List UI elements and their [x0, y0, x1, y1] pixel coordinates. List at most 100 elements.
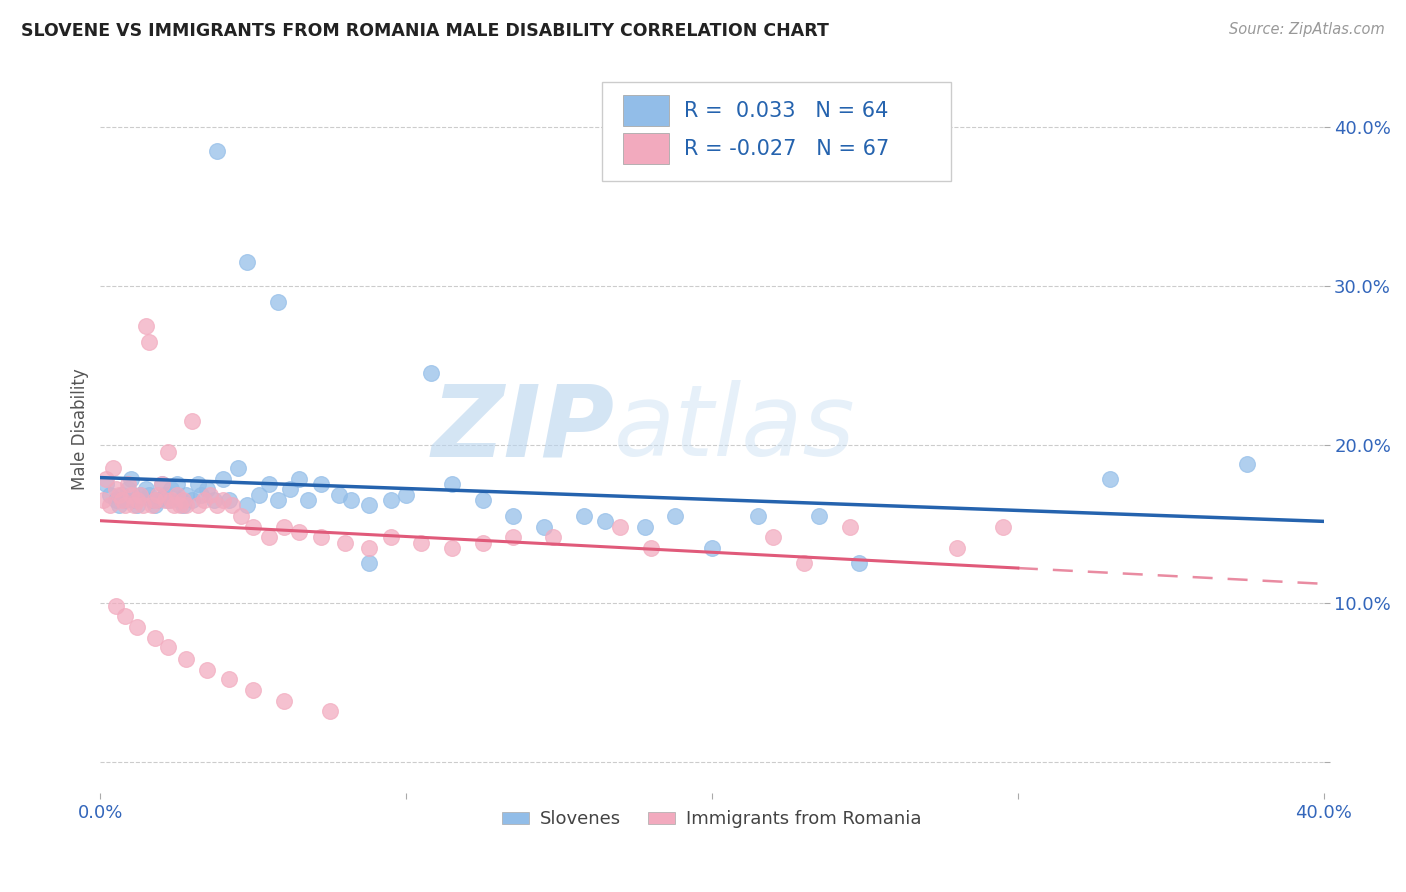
Point	[205, 145, 228, 159]
Point	[169, 493, 191, 508]
Point	[107, 488, 129, 502]
Point	[359, 541, 381, 555]
Point	[172, 493, 194, 508]
Point	[148, 493, 170, 508]
Point	[793, 557, 815, 571]
Point	[117, 477, 139, 491]
Point	[145, 493, 167, 508]
Point	[609, 520, 631, 534]
Point	[181, 493, 204, 508]
Point	[211, 493, 233, 508]
Point	[945, 541, 967, 555]
Point	[267, 493, 290, 508]
Point	[242, 683, 264, 698]
Point	[148, 488, 170, 502]
Point	[169, 498, 191, 512]
Point	[197, 482, 219, 496]
Point	[129, 488, 152, 502]
FancyBboxPatch shape	[623, 95, 669, 126]
Point	[156, 493, 179, 508]
Point	[218, 493, 240, 508]
Point	[572, 508, 595, 523]
Point	[153, 493, 176, 508]
Point	[132, 498, 155, 512]
Point	[221, 498, 243, 512]
Point	[267, 294, 290, 309]
Point	[141, 498, 163, 512]
Point	[96, 477, 118, 491]
Point	[190, 488, 212, 502]
Point	[166, 477, 188, 491]
Point	[107, 498, 129, 512]
Point	[640, 541, 662, 555]
Point	[114, 608, 136, 623]
Point	[181, 414, 204, 428]
Point	[288, 524, 311, 539]
Point	[257, 477, 280, 491]
Point	[380, 493, 402, 508]
Point	[441, 541, 464, 555]
Point	[114, 498, 136, 512]
Point	[96, 472, 118, 486]
Point	[187, 498, 209, 512]
Point	[273, 694, 295, 708]
Text: Source: ZipAtlas.com: Source: ZipAtlas.com	[1229, 22, 1385, 37]
Point	[145, 498, 167, 512]
Point	[991, 520, 1014, 534]
Point	[297, 493, 319, 508]
Point	[122, 493, 145, 508]
Point	[395, 488, 418, 502]
Point	[808, 508, 831, 523]
Point	[104, 482, 127, 496]
Point	[166, 488, 188, 502]
Point	[411, 536, 433, 550]
Point	[471, 493, 494, 508]
Point	[471, 536, 494, 550]
Point	[150, 477, 173, 491]
Point	[309, 529, 332, 543]
Point	[135, 318, 157, 333]
Legend: Slovenes, Immigrants from Romania: Slovenes, Immigrants from Romania	[495, 803, 929, 836]
Point	[200, 488, 222, 502]
Point	[593, 514, 616, 528]
Point	[156, 445, 179, 459]
Point	[114, 493, 136, 508]
Point	[634, 520, 657, 534]
Point	[145, 631, 167, 645]
Text: SLOVENE VS IMMIGRANTS FROM ROMANIA MALE DISABILITY CORRELATION CHART: SLOVENE VS IMMIGRANTS FROM ROMANIA MALE …	[21, 22, 830, 40]
Point	[135, 482, 157, 496]
Point	[319, 704, 342, 718]
Point	[1098, 472, 1121, 486]
Point	[309, 477, 332, 491]
Point	[533, 520, 555, 534]
Point	[541, 529, 564, 543]
Point	[340, 493, 363, 508]
Point	[93, 493, 115, 508]
Point	[288, 472, 311, 486]
Point	[120, 472, 142, 486]
Point	[111, 493, 134, 508]
Point	[120, 488, 142, 502]
Point	[218, 672, 240, 686]
Point	[359, 557, 381, 571]
Point	[125, 493, 148, 508]
Point	[174, 498, 197, 512]
Point	[229, 508, 252, 523]
Point	[273, 520, 295, 534]
Point	[101, 461, 124, 475]
Y-axis label: Male Disability: Male Disability	[72, 368, 89, 490]
Point	[159, 482, 181, 496]
Text: ZIP: ZIP	[432, 380, 614, 477]
Point	[242, 520, 264, 534]
Point	[138, 334, 160, 349]
Point	[202, 493, 225, 508]
Point	[333, 536, 356, 550]
Point	[153, 488, 176, 502]
Point	[441, 477, 464, 491]
Point	[159, 493, 181, 508]
Point	[104, 493, 127, 508]
Point	[226, 461, 249, 475]
Point	[257, 529, 280, 543]
Point	[98, 498, 121, 512]
Point	[236, 498, 259, 512]
